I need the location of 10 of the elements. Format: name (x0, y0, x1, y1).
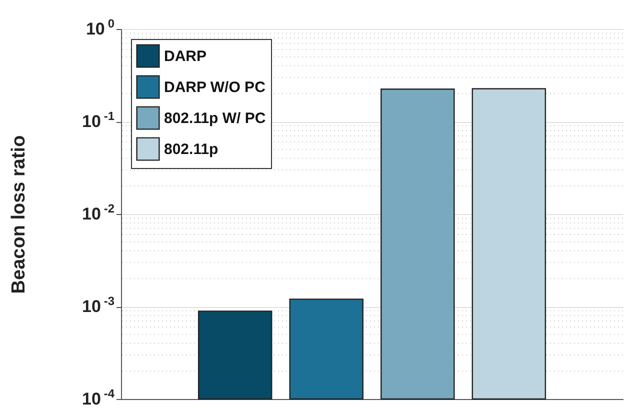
legend-label: 802.11p W/ PC (164, 110, 266, 127)
y-tick-label: 10$^{-4}$ (82, 386, 115, 408)
y-tick-label: 10$^{-3}$ (82, 294, 115, 316)
legend-label: DARP W/O PC (164, 79, 266, 96)
legend-label: 802.11p (164, 141, 218, 158)
y-tick-label: 10$^{0}$ (86, 16, 115, 38)
y-axis-title: Beacon loss ratio (8, 135, 30, 294)
legend-label: DARP (164, 48, 207, 65)
y-tick-label: 10$^{-2}$ (82, 202, 115, 224)
y-tick-label: 10$^{-1}$ (82, 109, 115, 131)
